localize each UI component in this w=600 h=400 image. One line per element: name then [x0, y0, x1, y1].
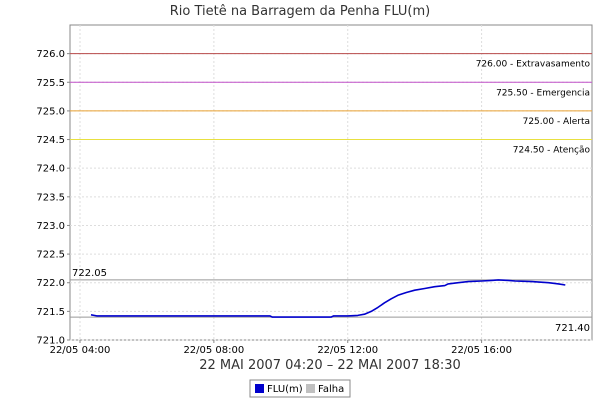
y-tick-label: 721.5 — [36, 307, 65, 318]
series-line-0 — [90, 279, 566, 318]
y-tick-label: 725.0 — [36, 106, 65, 117]
y-tick-label: 726.0 — [36, 49, 65, 60]
chart-title: Rio Tietê na Barragem da Penha FLU(m) — [170, 4, 431, 19]
y-tick-label: 724.5 — [36, 135, 65, 146]
threshold-label: 725.50 - Emergencia — [496, 88, 590, 98]
x-tick-label: 22/05 12:00 — [317, 345, 378, 356]
y-tick-label: 723.0 — [36, 221, 65, 232]
threshold-label: 725.00 - Alerta — [523, 117, 590, 127]
y-tick-label: 721.0 — [36, 336, 65, 347]
y-axis: 721.0 721.5 722.0 722.5 723.0 723.5 724.0 724.5… — [36, 49, 70, 347]
x-axis: 22/05 04:00 22/05 08:00 22/05 12:00 22/05 1… — [50, 340, 512, 356]
x-tick-label: 22/05 04:00 — [50, 345, 111, 356]
y-tick-label: 724.0 — [36, 164, 65, 175]
y-tick-label: 725.5 — [36, 78, 65, 89]
marker-label: 721.40 — [555, 323, 590, 334]
legend-box — [249, 379, 351, 398]
legend-swatch-flu — [255, 384, 264, 393]
threshold-lines: 726.00 - Extravasamento 725.50 - Emergenc… — [70, 53, 592, 156]
legend-label-flu: FLU(m) — [267, 384, 303, 395]
y-tick-label: 722.0 — [36, 278, 65, 289]
date-range: 22 MAI 2007 04:20 – 22 MAI 2007 18:30 — [199, 358, 461, 373]
y-tick-label: 723.5 — [36, 192, 65, 203]
legend-label-falha: Falha — [318, 384, 344, 395]
marker-label: 722.05 — [72, 268, 107, 279]
series-layer — [90, 279, 566, 318]
threshold-label: 726.00 - Extravasamento — [476, 60, 591, 70]
threshold-label: 724.50 - Atenção — [513, 146, 591, 156]
x-tick-label: 22/05 16:00 — [451, 345, 512, 356]
x-tick-label: 22/05 08:00 — [183, 345, 244, 356]
y-tick-label: 722.5 — [36, 250, 65, 261]
legend-swatch-falha — [306, 384, 315, 393]
legend: FLU(m) Falha — [249, 379, 351, 398]
plot-area — [69, 24, 593, 341]
